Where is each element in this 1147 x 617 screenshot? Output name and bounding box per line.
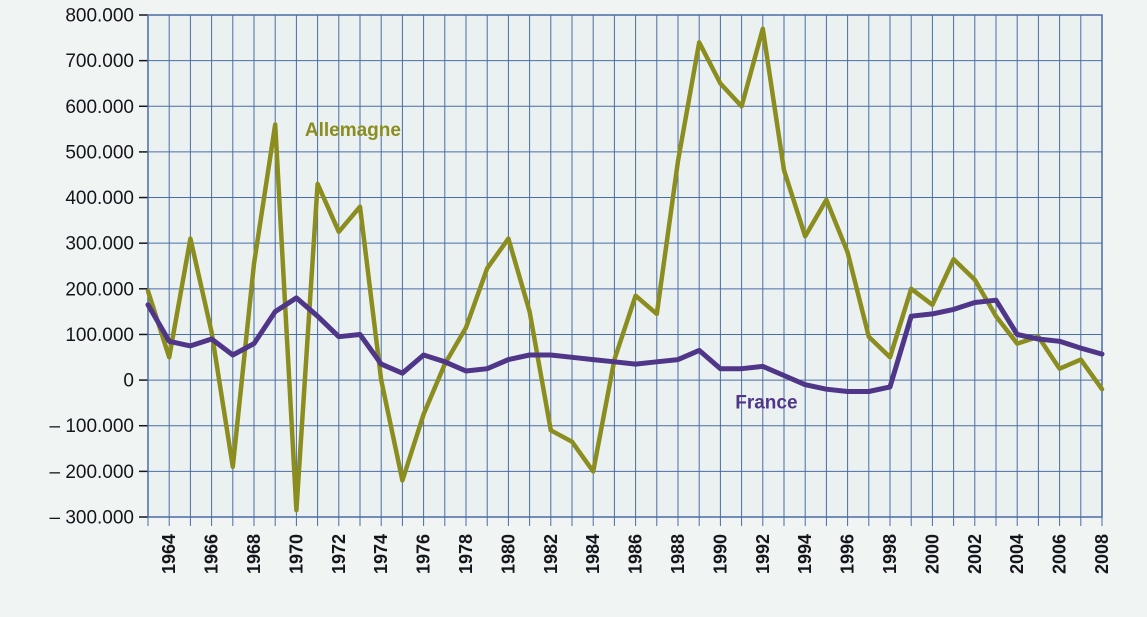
x-axis-tick-label: 1966 (202, 534, 222, 574)
y-axis-tick-label: 400.000 (65, 188, 134, 209)
x-axis-tick-label: 1976 (414, 534, 434, 574)
x-axis-tick-label: 2002 (965, 534, 985, 574)
x-axis-tick-label: 1986 (626, 534, 646, 574)
x-axis-tick-label: 1998 (880, 534, 900, 574)
x-axis-tick-label: 1972 (329, 534, 349, 574)
x-axis-tick-label: 1992 (753, 534, 773, 574)
x-axis-tick-label: 1996 (838, 534, 858, 574)
y-axis-tick-label: 600.000 (65, 97, 134, 118)
x-axis-tick-label: 1978 (456, 534, 476, 574)
y-axis-tick-label: 100.000 (65, 325, 134, 346)
x-axis-tick-label: 1990 (710, 534, 730, 574)
x-axis-tick-label: 2008 (1092, 534, 1112, 574)
x-axis-tick-label: 1994 (795, 534, 815, 574)
series-label-allemagne: Allemagne (305, 120, 401, 141)
y-axis-tick-label: – 300.000 (49, 508, 134, 529)
plot-frame (147, 14, 1103, 518)
series-label-france: France (735, 392, 797, 413)
x-axis-tick-label: 1974 (371, 534, 391, 574)
y-axis-tick-label: 700.000 (65, 51, 134, 72)
y-axis-tick-label: 200.000 (65, 279, 134, 300)
y-axis-tick-label: – 100.000 (49, 416, 134, 437)
y-axis-tick-label: 300.000 (65, 234, 134, 255)
series-line-france (145, 295, 1105, 394)
y-axis-tick-label: 500.000 (65, 142, 134, 163)
x-axis-tick-label: 1964 (159, 534, 179, 574)
x-axis-tick-label: 1970 (286, 534, 306, 574)
y-axis-tick-label: 800.000 (65, 6, 134, 27)
x-axis-tick-label: 1988 (668, 534, 688, 574)
x-axis-tick-label: 2000 (922, 534, 942, 574)
x-axis-tick-label: 2004 (1007, 534, 1027, 574)
x-axis-tick-label: 1980 (498, 534, 518, 574)
plot-area (148, 15, 1102, 517)
x-axis-tick-label: 2006 (1050, 534, 1070, 574)
x-axis-tick-label: 1982 (541, 534, 561, 574)
x-axis-tick-label: 1968 (244, 534, 264, 574)
y-axis-tick-label: – 200.000 (49, 462, 134, 483)
x-axis-tick-label: 1984 (583, 534, 603, 574)
y-axis-tick-label: 0 (123, 371, 134, 392)
series-line-allemagne (145, 26, 1105, 513)
